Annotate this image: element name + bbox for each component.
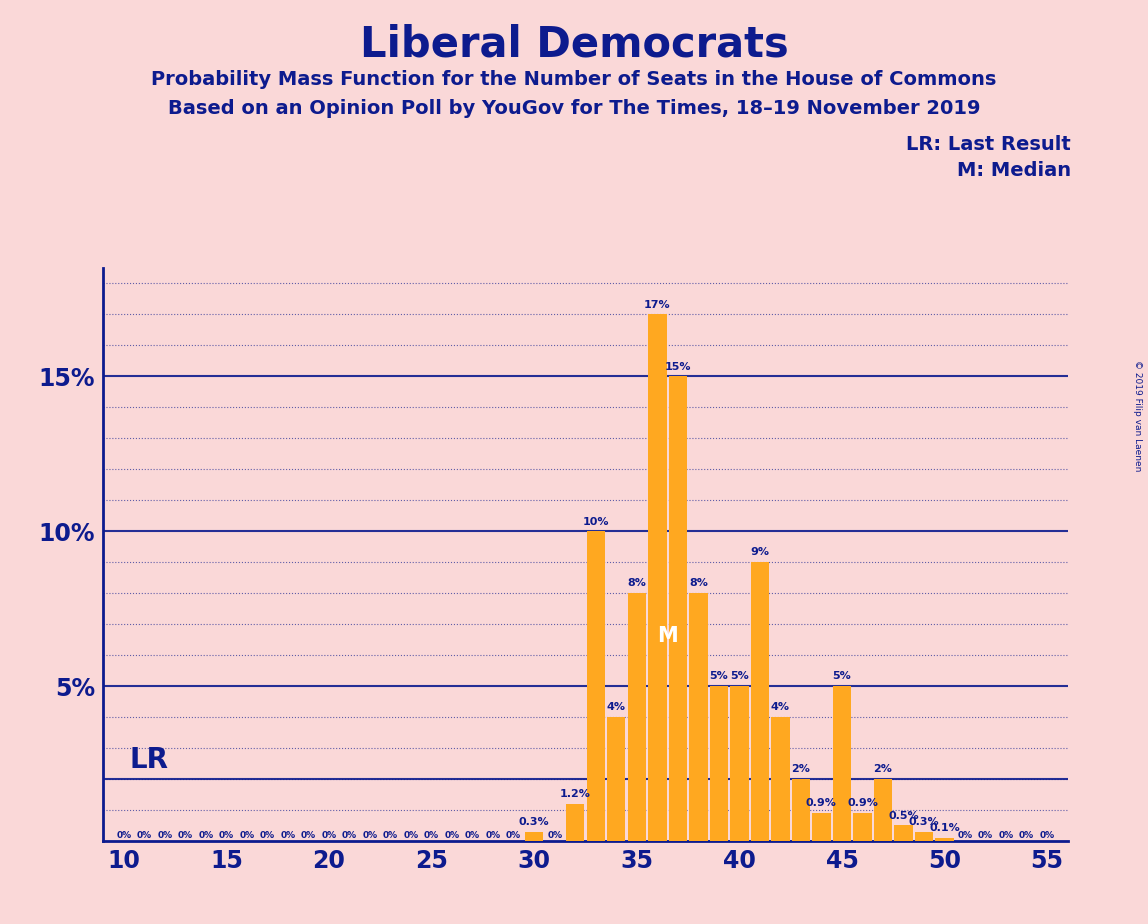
Text: 0.9%: 0.9%: [806, 798, 837, 808]
Text: 0.9%: 0.9%: [847, 798, 878, 808]
Text: 0%: 0%: [465, 831, 480, 840]
Text: 0.1%: 0.1%: [929, 823, 960, 833]
Text: M: Median: M: Median: [957, 161, 1071, 180]
Text: 0%: 0%: [178, 831, 193, 840]
Bar: [566, 804, 584, 841]
Text: 0%: 0%: [301, 831, 316, 840]
Text: 0%: 0%: [219, 831, 234, 840]
Text: 15%: 15%: [665, 361, 691, 371]
Bar: [936, 838, 954, 841]
Text: 0%: 0%: [240, 831, 255, 840]
Bar: [730, 686, 748, 841]
Text: 0%: 0%: [259, 831, 276, 840]
Bar: [792, 779, 810, 841]
Text: 0%: 0%: [157, 831, 172, 840]
Text: LR: Last Result: LR: Last Result: [906, 135, 1071, 154]
Text: 4%: 4%: [771, 702, 790, 712]
Bar: [894, 825, 913, 841]
Text: LR: LR: [130, 747, 169, 774]
Text: 0%: 0%: [486, 831, 501, 840]
Bar: [751, 562, 769, 841]
Bar: [812, 813, 831, 841]
Text: 0.3%: 0.3%: [519, 817, 550, 827]
Text: 5%: 5%: [709, 672, 728, 681]
Bar: [649, 314, 667, 841]
Text: 0%: 0%: [548, 831, 563, 840]
Text: Liberal Democrats: Liberal Democrats: [359, 23, 789, 65]
Bar: [771, 717, 790, 841]
Text: 0%: 0%: [363, 831, 378, 840]
Bar: [628, 593, 646, 841]
Text: 0%: 0%: [1019, 831, 1034, 840]
Text: 0%: 0%: [321, 831, 336, 840]
Text: 0%: 0%: [999, 831, 1014, 840]
Bar: [689, 593, 707, 841]
Text: 8%: 8%: [689, 578, 708, 589]
Text: Based on an Opinion Poll by YouGov for The Times, 18–19 November 2019: Based on an Opinion Poll by YouGov for T…: [168, 99, 980, 118]
Bar: [915, 832, 933, 841]
Text: 5%: 5%: [832, 672, 852, 681]
Bar: [607, 717, 626, 841]
Text: 0%: 0%: [137, 831, 152, 840]
Bar: [709, 686, 728, 841]
Text: 2%: 2%: [874, 764, 892, 774]
Text: 0%: 0%: [506, 831, 521, 840]
Bar: [853, 813, 871, 841]
Text: 0%: 0%: [444, 831, 459, 840]
Text: 17%: 17%: [644, 299, 670, 310]
Text: © 2019 Filip van Laenen: © 2019 Filip van Laenen: [1133, 360, 1142, 471]
Text: 0%: 0%: [199, 831, 214, 840]
Text: 0%: 0%: [403, 831, 419, 840]
Text: 0%: 0%: [424, 831, 440, 840]
Text: 8%: 8%: [627, 578, 646, 589]
Bar: [525, 832, 543, 841]
Text: 9%: 9%: [751, 548, 769, 557]
Text: 0%: 0%: [957, 831, 972, 840]
Text: 4%: 4%: [607, 702, 626, 712]
Text: 0%: 0%: [116, 831, 131, 840]
Bar: [832, 686, 851, 841]
Text: 2%: 2%: [791, 764, 810, 774]
Text: M: M: [657, 626, 678, 647]
Text: 5%: 5%: [730, 672, 748, 681]
Bar: [587, 531, 605, 841]
Text: 10%: 10%: [582, 517, 608, 527]
Text: 0%: 0%: [342, 831, 357, 840]
Text: 0%: 0%: [978, 831, 993, 840]
Text: 0%: 0%: [1040, 831, 1055, 840]
Text: 0.5%: 0.5%: [889, 810, 918, 821]
Bar: [874, 779, 892, 841]
Text: 0%: 0%: [383, 831, 398, 840]
Text: Probability Mass Function for the Number of Seats in the House of Commons: Probability Mass Function for the Number…: [152, 70, 996, 90]
Text: 1.2%: 1.2%: [560, 789, 591, 799]
Bar: [668, 376, 687, 841]
Text: 0%: 0%: [280, 831, 295, 840]
Text: 0.3%: 0.3%: [909, 817, 939, 827]
